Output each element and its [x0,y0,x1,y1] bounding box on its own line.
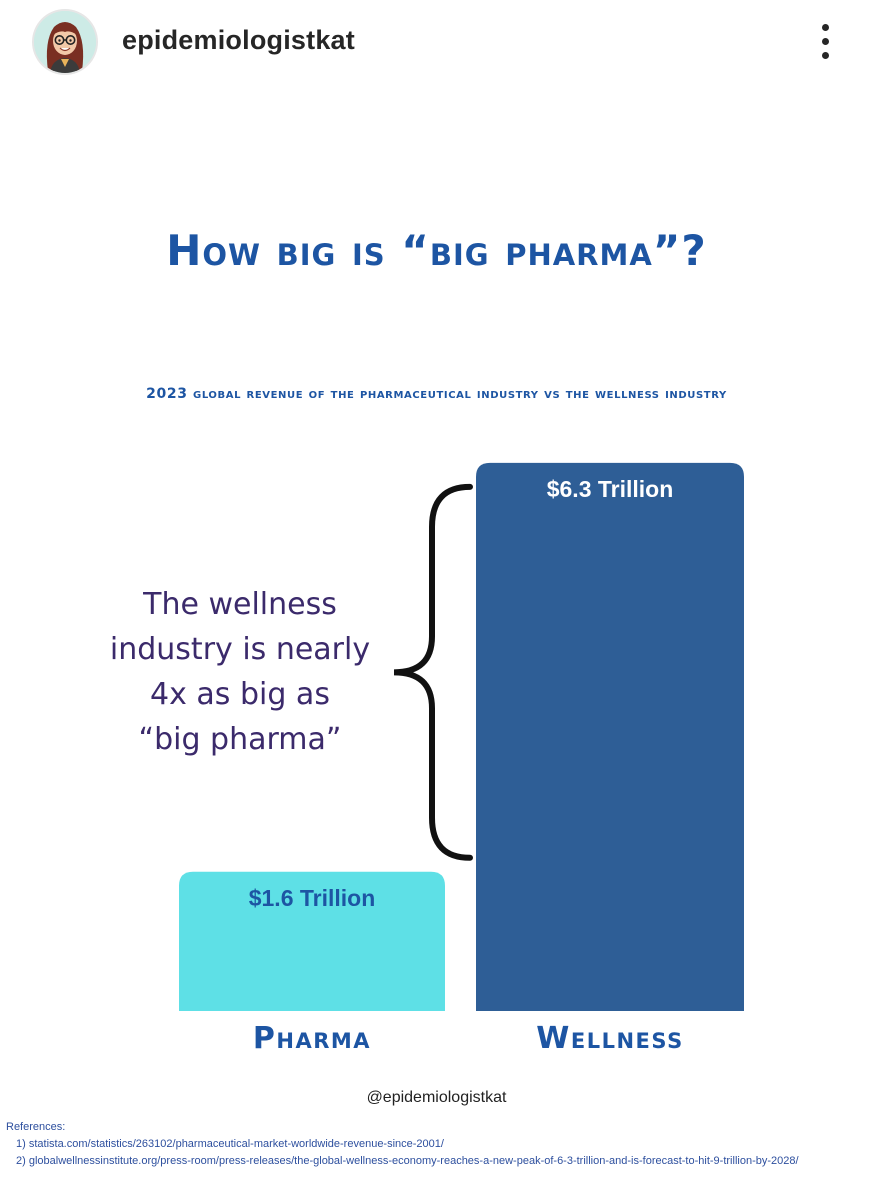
chart-annotation: The wellness industry is nearly 4x as bi… [95,582,385,762]
data-label: $6.3 Trillion [547,476,674,502]
curly-brace [393,483,473,861]
bar-wellness [476,462,744,1011]
annotation-line: “big pharma” [138,722,342,757]
page-title: How big is “big pharma”? [166,226,707,275]
category-label: Pharma [253,1021,371,1056]
category-label: Wellness [536,1021,683,1056]
more-vertical-icon [822,24,829,31]
references: References: 1) statista.com/statistics/2… [6,1119,799,1170]
reference-item[interactable]: 2) globalwellnessinstitute.org/press-roo… [16,1155,799,1167]
chart-subtitle: 2023 global revenue of the pharmaceutica… [146,386,727,402]
more-options-button[interactable] [812,20,840,64]
more-dot [822,52,829,59]
author-credit: @epidemiologistkat [366,1089,507,1106]
annotation-line: The wellness [143,587,337,622]
references-heading: References: [6,1121,66,1133]
avatar[interactable] [34,11,96,73]
bar-pharma [179,871,445,1011]
cartoon-avatar-icon [34,11,96,73]
data-label: $1.6 Trillion [249,885,376,911]
reference-item[interactable]: 1) statista.com/statistics/263102/pharma… [16,1138,444,1150]
more-dot [822,38,829,45]
post-header: epidemiologistkat [0,0,873,86]
annotation-line: industry is nearly [109,632,371,667]
username[interactable]: epidemiologistkat [122,25,355,55]
annotation-line: 4x as big as [150,677,330,712]
